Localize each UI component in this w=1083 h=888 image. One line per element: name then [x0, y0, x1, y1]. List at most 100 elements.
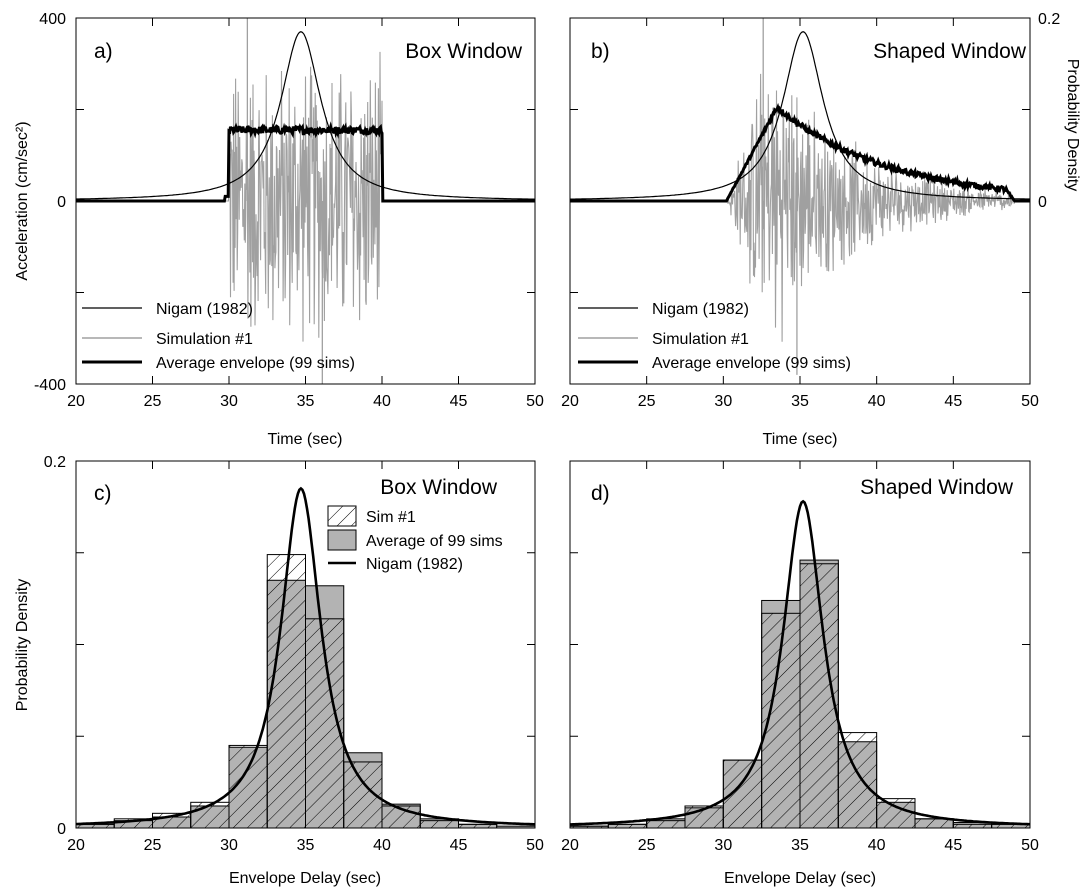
x-tick-label: 35	[791, 837, 809, 854]
x-tick-label: 40	[373, 393, 391, 410]
nigam-1982-curve	[570, 31, 1030, 200]
x-tick-label: 20	[561, 837, 579, 854]
x-tick-label: 25	[638, 393, 656, 410]
sim-1-bar	[419, 820, 459, 829]
panel-c-box-window-histogram: c) Box Window 0.2 0 Envelope Delay (sec)…	[44, 454, 536, 887]
panel-c-x-axis: 20 25 30 35 40 45 50	[67, 461, 544, 854]
legend-b-nigam-label: Nigam (1982)	[652, 301, 749, 318]
panel-c-frame	[75, 460, 536, 829]
x-tick-label: 45	[944, 837, 962, 854]
legend-b-envelope-label: Average envelope (99 sims)	[652, 355, 851, 372]
x-tick-label: 25	[638, 837, 656, 854]
sim-1-bar	[876, 798, 916, 829]
panel-c-title: Box Window	[380, 476, 498, 499]
legend-b-simulation-label: Simulation #1	[652, 331, 749, 348]
x-tick-label: 25	[144, 393, 162, 410]
average-envelope-curve	[76, 121, 535, 203]
panel-a-ytick-top: 400	[39, 11, 66, 28]
x-tick-label: 30	[220, 837, 238, 854]
sim-1-bar	[458, 823, 498, 829]
panel-a-title: Box Window	[405, 40, 523, 63]
bottom-y-axis-label: Probability Density	[14, 579, 31, 712]
x-tick-label: 50	[1021, 393, 1039, 410]
panel-b-y-ticks	[570, 109, 1030, 293]
x-tick-label: 35	[297, 393, 315, 410]
x-tick-label: 30	[714, 393, 732, 410]
x-tick-label: 30	[714, 837, 732, 854]
panel-a-ytick-zero: 0	[57, 194, 66, 211]
panel-b-shaped-window-time-series: b) Shaped Window 0.2 0 Time (sec) Nigam …	[569, 11, 1060, 448]
simulation-1-trace	[570, 73, 1030, 342]
panel-a-y-ticks	[76, 109, 535, 293]
panel-d-xlabel: Envelope Delay (sec)	[724, 870, 876, 887]
legend-c-average-swatch	[327, 529, 357, 551]
x-tick-label: 35	[791, 393, 809, 410]
panel-d-x-axis: 20 25 30 35 40 45 50	[561, 461, 1039, 854]
right-y-axis-label: Probability Density	[1064, 59, 1081, 192]
x-tick-label: 45	[450, 393, 468, 410]
nigam-1982-curve	[76, 31, 536, 200]
x-tick-label: 35	[297, 837, 315, 854]
panel-a-x-axis: 20 25 30 35 40 45 50	[67, 18, 544, 410]
panel-c-label: c)	[94, 482, 112, 505]
panel-d-frame	[569, 460, 1031, 829]
legend-c-sim1-swatch	[327, 505, 357, 527]
panel-b-label: b)	[591, 40, 610, 63]
panel-b-series	[570, 18, 1030, 375]
panel-a-series	[76, 18, 536, 384]
panel-a-ytick-bottom: -400	[34, 377, 66, 394]
sim-1-bar	[837, 732, 878, 829]
sim-1-bar	[952, 823, 993, 829]
left-y-axis-label: Acceleration (cm/sec²)	[14, 121, 31, 280]
panel-d-bars	[569, 499, 1031, 829]
x-tick-label: 45	[944, 393, 962, 410]
panel-b-legend: Nigam (1982) Simulation #1 Average envel…	[578, 301, 851, 372]
legend-a-nigam-label: Nigam (1982)	[156, 301, 253, 318]
x-tick-label: 30	[220, 393, 238, 410]
legend-a-envelope-label: Average envelope (99 sims)	[156, 355, 355, 372]
sim-1-bar	[914, 818, 954, 829]
panel-c-legend: Sim #1 Average of 99 sims Nigam (1982)	[327, 505, 503, 573]
panel-b-frame	[569, 17, 1031, 385]
panel-a-legend: Nigam (1982) Simulation #1 Average envel…	[82, 301, 355, 372]
x-tick-label: 40	[868, 393, 886, 410]
panel-b-title: Shaped Window	[873, 40, 1027, 63]
x-tick-label: 20	[67, 393, 85, 410]
x-tick-label: 40	[868, 837, 886, 854]
panel-a-label: a)	[94, 40, 113, 63]
panel-a-frame	[75, 17, 536, 385]
panel-b-ytick-top: 0.2	[1038, 11, 1060, 28]
average-envelope-curve	[570, 102, 1030, 203]
panel-d-y-ticks	[570, 552, 1030, 737]
legend-c-sim1-label: Sim #1	[366, 509, 416, 526]
panel-c-xlabel: Envelope Delay (sec)	[229, 870, 381, 887]
legend-c-average-label: Average of 99 sims	[366, 533, 503, 550]
panel-b-ytick-zero: 0	[1038, 194, 1047, 211]
sim-1-bar	[607, 823, 648, 829]
panel-c-ytick-zero: 0	[57, 821, 66, 838]
panel-b-x-axis: 20 25 30 35 40 45 50	[561, 18, 1039, 410]
sim-1-bar	[190, 801, 230, 829]
panel-c-bars	[75, 486, 536, 829]
panel-d-label: d)	[591, 482, 610, 505]
panel-a-box-window-time-series: a) Box Window 400 0 -400 Time (sec) Niga…	[34, 11, 536, 448]
x-tick-label: 45	[450, 837, 468, 854]
panel-c-ytick-top: 0.2	[44, 454, 66, 471]
x-tick-label: 25	[144, 837, 162, 854]
x-tick-label: 40	[373, 837, 391, 854]
panel-d-title: Shaped Window	[860, 476, 1014, 499]
legend-c-nigam-label: Nigam (1982)	[366, 556, 463, 573]
panel-b-xlabel: Time (sec)	[763, 431, 838, 448]
sim-1-bar	[646, 820, 686, 829]
panel-d-shaped-window-histogram: d) Shaped Window Envelope Delay (sec)	[569, 460, 1031, 887]
x-tick-label: 50	[1021, 837, 1039, 854]
panel-c-y-ticks	[76, 552, 535, 737]
legend-a-simulation-label: Simulation #1	[156, 331, 253, 348]
x-tick-label: 20	[561, 393, 579, 410]
sim-1-bar	[266, 554, 306, 829]
x-tick-label: 50	[526, 393, 544, 410]
panel-a-xlabel: Time (sec)	[268, 431, 343, 448]
x-tick-label: 20	[67, 837, 85, 854]
x-tick-label: 50	[526, 837, 544, 854]
